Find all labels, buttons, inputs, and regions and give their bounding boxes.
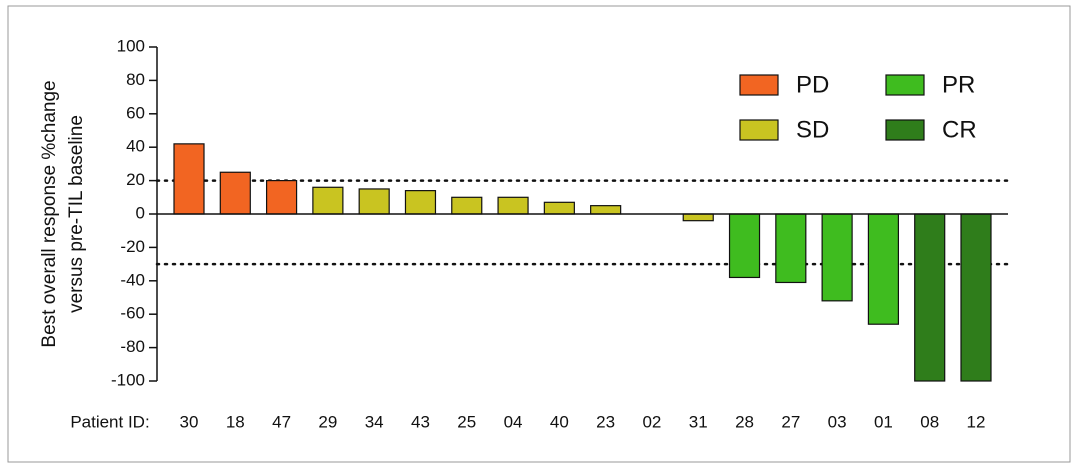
legend-swatch [739,119,779,141]
y-tick-label: 100 [117,36,145,55]
bar [404,190,437,215]
legend-label: SD [796,116,829,143]
y-tick-label: 60 [126,103,145,122]
y-tick-label: 40 [126,137,145,156]
y-tick-label: 0 [136,203,145,222]
bar [821,213,853,302]
x-tick-label: 18 [226,412,245,431]
x-tick-label: 43 [411,412,430,431]
y-tick-label: -80 [120,337,145,356]
y-tick-label: 80 [126,70,145,89]
x-tick-label: 30 [180,412,199,431]
y-tick-label: 20 [126,170,145,189]
y-axis-label-line: Best overall response %change [39,80,60,347]
x-tick-label: 27 [781,412,800,431]
bar [265,180,298,215]
frame [7,5,1071,463]
legend-swatch [885,74,925,96]
bar [867,213,900,325]
x-tick-label: 12 [967,412,986,431]
y-tick-label: -100 [111,370,145,389]
bar [312,186,344,215]
bar [775,213,807,284]
legend-label: PD [796,71,829,98]
y-axis-label-line: versus pre-TIL baseline [66,115,87,313]
bar [682,213,714,222]
x-tick-label: 23 [596,412,615,431]
bar [543,201,575,215]
legend-label: CR [942,116,977,143]
y-tick-label: -60 [120,304,145,323]
legend-swatch [885,119,925,141]
x-tick-label: 31 [689,412,708,431]
x-tick-label: 03 [828,412,847,431]
bar [728,213,761,279]
y-tick-label: -40 [120,270,145,289]
x-tick-label: 29 [318,412,337,431]
x-tick-label: 47 [272,412,291,431]
y-tick-label: -20 [120,237,145,256]
x-tick-label: 04 [504,412,523,431]
bar [358,188,390,215]
bar [451,196,483,215]
bar [590,205,622,215]
x-tick-label: 28 [735,412,754,431]
x-axis-label: Patient ID: [70,412,149,431]
y-axis-label: Best overall response %change versus pre… [39,80,87,347]
bar [219,171,251,215]
legend-label: PR [942,71,975,98]
x-tick-label: 08 [920,412,939,431]
x-tick-label: 02 [642,412,661,431]
bar [497,196,529,215]
bar [960,213,992,382]
x-tick-label: 01 [874,412,893,431]
x-tick-label: 25 [457,412,476,431]
bar [173,143,205,215]
x-tick-label: 40 [550,412,569,431]
legend-swatch [739,74,779,96]
x-tick-label: 34 [365,412,384,431]
bar [914,213,946,382]
